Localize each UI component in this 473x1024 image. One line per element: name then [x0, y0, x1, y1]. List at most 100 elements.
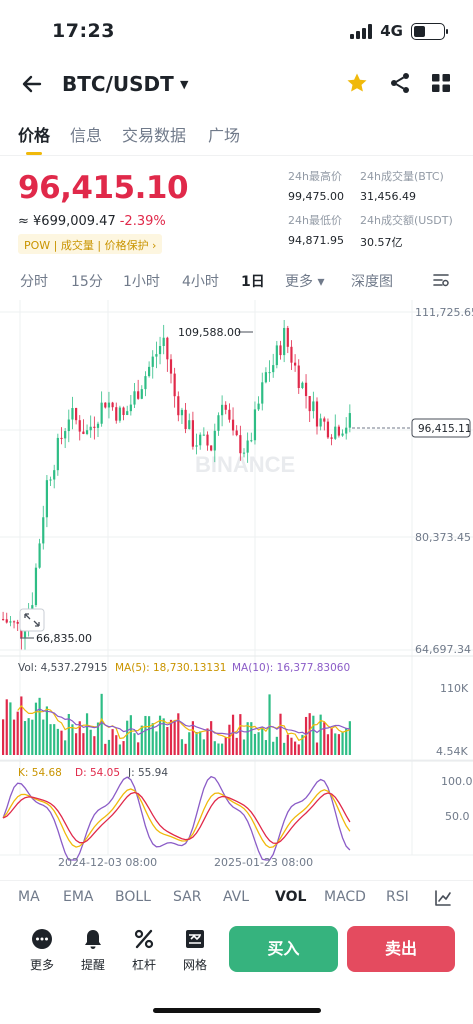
indicator-rsi[interactable]: RSI — [386, 889, 409, 905]
indicator-ma[interactable]: MA — [18, 889, 40, 905]
indicator-sar[interactable]: SAR — [173, 889, 202, 905]
volume-legend-vol: Vol: 4,537.27915 — [18, 662, 107, 674]
tags-row[interactable]: POW | 成交量 | 价格保护 › — [18, 234, 163, 254]
kdj-d-line — [2, 791, 351, 844]
stat-value: 30.57亿 — [360, 236, 403, 249]
kdj-k-line — [2, 788, 351, 849]
candle-body — [294, 362, 297, 366]
more-dots-icon — [32, 929, 52, 949]
fiat-price-row: ≈ ¥699,009.47 -2.39% — [18, 214, 166, 229]
volume-bar — [315, 742, 319, 755]
volume-bar — [294, 741, 297, 755]
timeframe-line[interactable]: 分时 — [20, 274, 48, 290]
volume-bar — [257, 732, 260, 755]
back-arrow-icon[interactable] — [20, 72, 44, 96]
candle-body — [177, 396, 180, 416]
volume-bar — [67, 713, 70, 755]
candle-body — [107, 402, 111, 408]
volume-ma10-line — [35, 708, 350, 736]
volume-bar — [319, 714, 322, 755]
volume-bar — [75, 733, 78, 755]
bell-icon — [85, 930, 101, 949]
indicator-avl[interactable]: AVL — [223, 889, 250, 905]
timeframe-4h[interactable]: 4小时 — [182, 274, 219, 290]
volume-bar — [323, 722, 326, 755]
pair-dropdown-icon[interactable]: ▼ — [180, 78, 189, 91]
volume-bar — [78, 721, 81, 755]
buy-button[interactable]: 买入 — [229, 926, 338, 972]
indicator-macd[interactable]: MACD — [324, 889, 366, 905]
tab-square[interactable]: 广场 — [208, 126, 241, 145]
volume-bar — [246, 722, 249, 755]
indicator-bar: MA EMA BOLL SAR AVL VOL MACD RSI — [0, 880, 473, 914]
more-label: 更多 — [29, 958, 54, 972]
trading-pair-title[interactable]: BTC/USDT — [62, 72, 174, 96]
candle-body — [224, 404, 227, 410]
volume-bar — [283, 742, 286, 755]
candle-body — [290, 346, 293, 363]
candle-body — [312, 401, 315, 412]
volume-bar — [89, 729, 92, 755]
candle-body — [253, 409, 257, 441]
kline-chart[interactable]: BINANCE 111,725.65 80,373.45 64,697.34 1… — [0, 300, 473, 880]
grid-trading-icon — [186, 930, 204, 948]
volume-bar — [38, 697, 41, 755]
candle-body — [64, 431, 67, 439]
candle-body — [206, 434, 209, 446]
grid-trading-button[interactable]: 网格 — [175, 928, 215, 973]
candle-body — [169, 359, 173, 374]
share-icon[interactable] — [388, 71, 412, 95]
candle-body — [151, 356, 154, 367]
percent-icon — [134, 929, 154, 949]
status-bar: 17:23 4G — [0, 0, 473, 62]
tab-price[interactable]: 价格 — [18, 126, 51, 145]
favorite-star-icon[interactable] — [345, 71, 369, 95]
volume-bar — [2, 719, 5, 755]
alert-label: 提醒 — [80, 958, 105, 972]
price-axis-label: 80,373.45 — [415, 531, 471, 544]
stat-24h-volume-btc: 24h成交量(BTC) 31,456.49 — [360, 168, 444, 203]
volume-bar — [202, 739, 205, 755]
chart-settings-icon[interactable] — [432, 271, 450, 289]
volume-bar — [148, 716, 151, 755]
candle-body — [261, 382, 264, 404]
tab-trading-data[interactable]: 交易数据 — [122, 126, 187, 145]
volume-bar — [184, 743, 187, 755]
indicator-settings-icon[interactable] — [434, 889, 452, 907]
alert-button[interactable]: 提醒 — [73, 928, 113, 973]
more-button[interactable]: 更多 — [22, 928, 62, 973]
candle-body — [78, 420, 81, 432]
sell-button[interactable]: 卖出 — [347, 926, 455, 972]
candle-body — [38, 543, 41, 568]
battery-icon — [411, 22, 448, 40]
candle-body — [268, 372, 271, 374]
candle-body — [315, 401, 319, 427]
timeframe-15m[interactable]: 15分 — [71, 274, 103, 290]
candle-body — [330, 437, 333, 439]
timeframe-more[interactable]: 更多 ▾ — [285, 274, 325, 290]
candle-body — [275, 345, 278, 366]
timeframe-1h[interactable]: 1小时 — [123, 274, 160, 290]
indicator-boll[interactable]: BOLL — [115, 889, 151, 905]
fullscreen-expand-icon[interactable] — [19, 608, 45, 632]
volume-bar — [297, 744, 300, 755]
layout-grid-icon[interactable] — [431, 73, 451, 93]
tab-info[interactable]: 信息 — [70, 126, 103, 145]
candle-body — [221, 404, 224, 416]
volume-bar — [100, 693, 103, 755]
candle-body — [319, 418, 322, 427]
margin-button[interactable]: 杠杆 — [124, 928, 164, 973]
depth-chart-tab[interactable]: 深度图 — [351, 274, 393, 290]
candle-body — [337, 426, 340, 436]
volume-bar — [158, 715, 162, 755]
candle-body — [250, 440, 253, 442]
indicator-ema[interactable]: EMA — [63, 889, 94, 905]
volume-bar — [107, 739, 111, 755]
volume-bar — [199, 731, 202, 755]
volume-bar — [264, 740, 267, 755]
candle-body — [242, 452, 246, 454]
timeframe-1d[interactable]: 1日 — [241, 274, 265, 290]
kdj-legend-d: D: 54.05 — [75, 767, 120, 779]
date-axis-label: 2024-12-03 08:00 — [58, 856, 157, 869]
indicator-vol[interactable]: VOL — [275, 889, 307, 905]
